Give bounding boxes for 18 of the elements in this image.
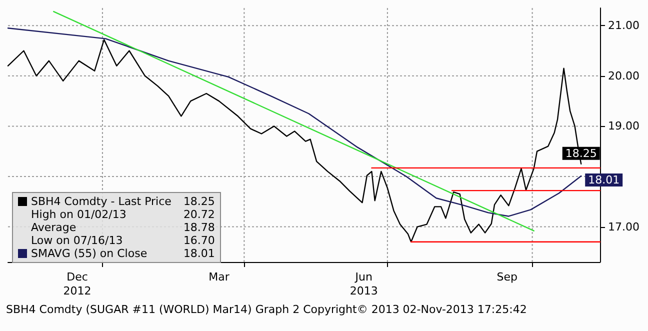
y-tick-label: 20.00 (608, 69, 640, 82)
data-label: 18.25 (565, 146, 597, 160)
text: 18.25 (183, 195, 215, 208)
x-tick-label: Mar (208, 270, 230, 284)
legend-label: SBH4 Comdty - Last Price (30, 195, 172, 208)
x-tick-label: Dec 2012 (63, 270, 92, 298)
text: SBH4 Comdty (SUGAR #11 (WORLD) Mar14) Graph 2 Copyright© 2013 02-Nov-2013 17:25:42 (6, 303, 527, 316)
text: 18.01 (183, 247, 215, 260)
y-tick-label: 21.00 (608, 19, 640, 32)
y-tick-label: 17.00 (608, 220, 640, 234)
data-label: 18.01 (588, 173, 620, 186)
text: Low on 07/16/13 16.70 (31, 234, 215, 247)
x-tick-label: Jun 2013 (350, 270, 378, 298)
y-tick-label: 19.00 (608, 120, 640, 133)
x-tick-label: Sep (496, 270, 518, 284)
text: High on 01/02/13 20.72 (31, 208, 215, 221)
text: Average 18.78 (31, 221, 215, 234)
legend-label: SMAVG (55) on Close (30, 247, 148, 260)
